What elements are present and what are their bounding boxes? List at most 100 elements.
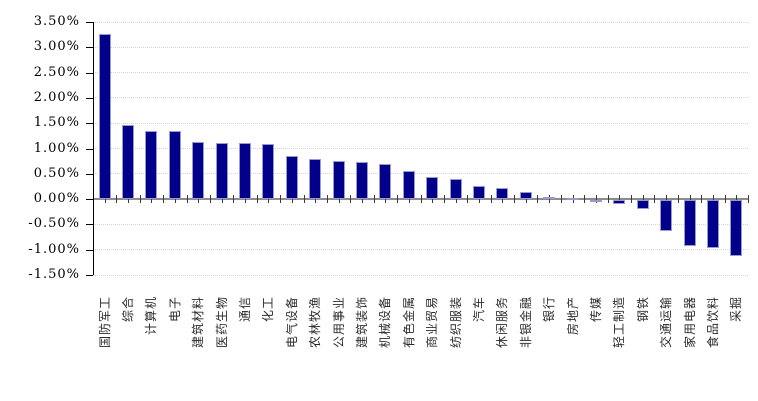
x-axis-tick [736, 195, 738, 204]
x-axis-tick [280, 195, 282, 204]
bar [613, 200, 626, 205]
gridline [93, 97, 748, 99]
bar [496, 187, 509, 200]
gridline [93, 274, 748, 276]
bar [285, 156, 298, 200]
x-axis-tick [221, 195, 223, 204]
x-axis-tick [151, 195, 153, 204]
x-axis-tick [443, 195, 445, 204]
x-axis-label: 非银金融 [518, 296, 533, 349]
x-axis-tick [420, 195, 422, 204]
y-axis-tick [86, 123, 93, 125]
x-axis-tick [186, 195, 188, 204]
bar [543, 197, 556, 200]
x-axis-tick [139, 195, 141, 204]
x-axis-tick [549, 195, 551, 204]
x-axis-tick [514, 195, 516, 204]
x-axis-label: 休闲服务 [495, 296, 510, 349]
bar [309, 158, 322, 200]
x-axis-tick [712, 195, 714, 204]
x-axis-tick [689, 195, 691, 204]
y-axis-tick [86, 173, 93, 175]
x-axis-label: 传媒 [588, 296, 603, 323]
x-axis-tick [560, 195, 562, 204]
x-axis-tick [408, 195, 410, 204]
y-axis-label: 2.00% [33, 89, 80, 105]
x-axis-label: 国防军工 [97, 296, 112, 349]
bar [706, 200, 719, 249]
bar [519, 191, 532, 200]
x-axis-label: 银行 [542, 296, 557, 323]
bar [98, 34, 111, 200]
x-axis-tick [584, 195, 586, 204]
x-axis-tick [701, 195, 703, 204]
y-axis-tick [86, 199, 93, 201]
x-axis-tick [104, 195, 106, 204]
gridline [93, 122, 748, 124]
x-axis-tick [432, 195, 434, 204]
x-axis-tick [455, 195, 457, 204]
x-axis-tick [607, 195, 609, 204]
x-axis-label: 纺织服装 [448, 296, 463, 349]
x-axis-tick [595, 195, 597, 204]
x-axis-label: 食品饮料 [705, 296, 720, 349]
x-axis-label: 有色金属 [401, 296, 416, 349]
x-axis-tick [198, 195, 200, 204]
bar [145, 130, 158, 200]
x-axis-label: 电子 [167, 296, 182, 323]
bar [426, 176, 439, 200]
bar [402, 171, 415, 200]
x-axis-tick [315, 195, 317, 204]
y-axis-tick [86, 249, 93, 251]
y-axis-label: -0.50% [28, 216, 80, 232]
x-axis-tick [525, 195, 527, 204]
y-axis-label: 0.00% [33, 191, 80, 207]
y-axis-label: -1.50% [28, 267, 80, 282]
x-axis-tick [174, 195, 176, 204]
gridline [93, 223, 748, 225]
gridline [93, 46, 748, 48]
gridline [93, 173, 748, 175]
x-axis-tick [326, 195, 328, 204]
x-axis-tick [373, 195, 375, 204]
y-axis-tick [86, 148, 93, 150]
x-axis-tick [397, 195, 399, 204]
y-axis-tick [86, 22, 93, 23]
y-axis-label: 1.00% [33, 140, 80, 156]
x-axis-tick [163, 195, 165, 204]
x-axis-label: 综合 [121, 296, 136, 323]
y-axis-tick [86, 97, 93, 99]
x-axis-label: 计算机 [144, 296, 159, 336]
x-axis-tick [245, 195, 247, 204]
x-axis-tick [256, 195, 258, 204]
x-axis-label: 建筑装饰 [355, 296, 370, 349]
bar [636, 200, 649, 209]
x-axis-tick [654, 195, 656, 204]
x-axis-label: 机械设备 [378, 296, 393, 349]
gridline [93, 21, 748, 23]
x-axis-tick [677, 195, 679, 204]
bar [239, 143, 252, 200]
x-axis-label: 公用事业 [331, 296, 346, 349]
gridline [93, 148, 748, 149]
gridline [93, 72, 748, 74]
bar [449, 178, 462, 200]
x-axis-tick [338, 195, 340, 204]
x-axis-tick [467, 195, 469, 204]
x-axis-tick [619, 195, 621, 204]
bar [332, 160, 345, 200]
x-axis-tick [478, 195, 480, 204]
bar [379, 163, 392, 200]
y-axis-label: 2.50% [33, 64, 80, 80]
x-axis-tick [209, 195, 211, 204]
y-axis-label: -1.00% [28, 241, 80, 257]
x-axis-label: 汽车 [471, 296, 486, 323]
x-axis-label: 钢铁 [635, 296, 650, 323]
x-axis-tick [128, 195, 130, 204]
x-axis-label: 轻工制造 [612, 296, 627, 349]
bar [215, 142, 228, 200]
y-axis-tick [86, 224, 93, 226]
bar [122, 125, 135, 200]
x-axis-label: 医药生物 [214, 296, 229, 349]
